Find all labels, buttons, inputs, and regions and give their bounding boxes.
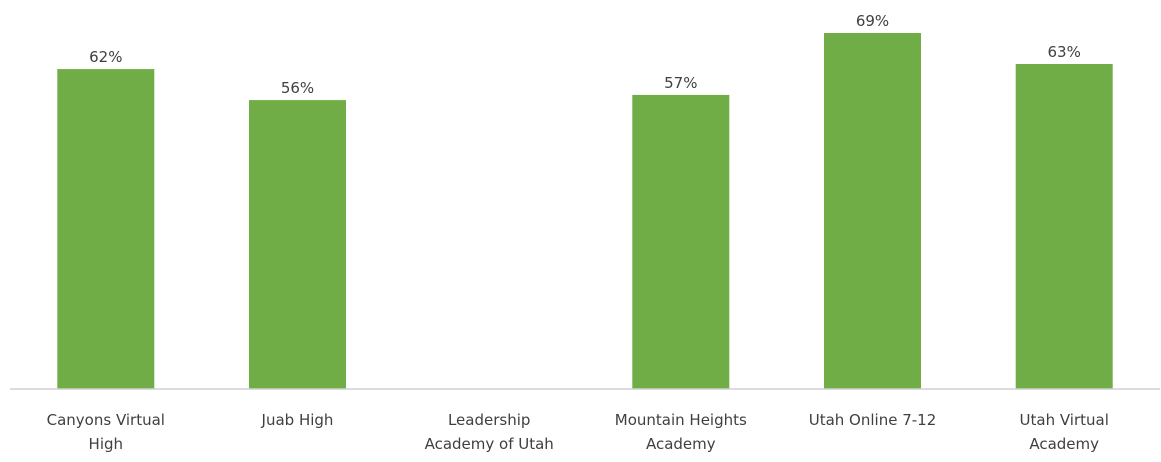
x-tick-label-line: Academy xyxy=(1029,435,1099,453)
x-tick-label: Utah Virtual Academy xyxy=(1020,411,1109,453)
x-tick-label-line: High xyxy=(89,435,123,453)
bar xyxy=(632,94,730,390)
bar-value-label: 63% xyxy=(1048,43,1081,61)
x-tick-label: Utah Online 7-12 xyxy=(809,411,937,429)
x-tick-label-line: Leadership xyxy=(448,411,530,429)
x-tick-label-line: Mountain Heights xyxy=(615,411,747,429)
bars-group xyxy=(57,33,1113,390)
bar xyxy=(57,69,155,389)
bar-value-label: 56% xyxy=(281,79,314,97)
x-tick-label-line: Utah Virtual xyxy=(1020,411,1109,429)
x-tick-label: Leadership Academy of Utah xyxy=(425,411,554,453)
bar xyxy=(1015,64,1113,389)
x-tick-label-line: Canyons Virtual xyxy=(47,411,165,429)
value-labels-group: 62% 56% 57% 69% 63% xyxy=(89,12,1081,97)
x-tick-labels-group: Canyons Virtual High Juab High Leadership Ac… xyxy=(47,411,1109,453)
x-tick-label-line: Utah Online 7-12 xyxy=(809,411,937,429)
x-tick-label-line: Academy xyxy=(646,435,716,453)
x-tick-label-line: Juab High xyxy=(261,411,334,429)
bar-value-label: 57% xyxy=(664,74,697,92)
x-tick-label: Mountain Heights Academy xyxy=(615,411,747,453)
x-tick-label-line: Academy of Utah xyxy=(425,435,554,453)
bar-value-label: 69% xyxy=(856,12,889,30)
x-tick-label: Canyons Virtual High xyxy=(47,411,165,453)
x-tick-label: Juab High xyxy=(261,411,334,429)
bar xyxy=(824,33,921,389)
bar xyxy=(249,100,346,389)
bar-value-label: 62% xyxy=(89,48,122,66)
